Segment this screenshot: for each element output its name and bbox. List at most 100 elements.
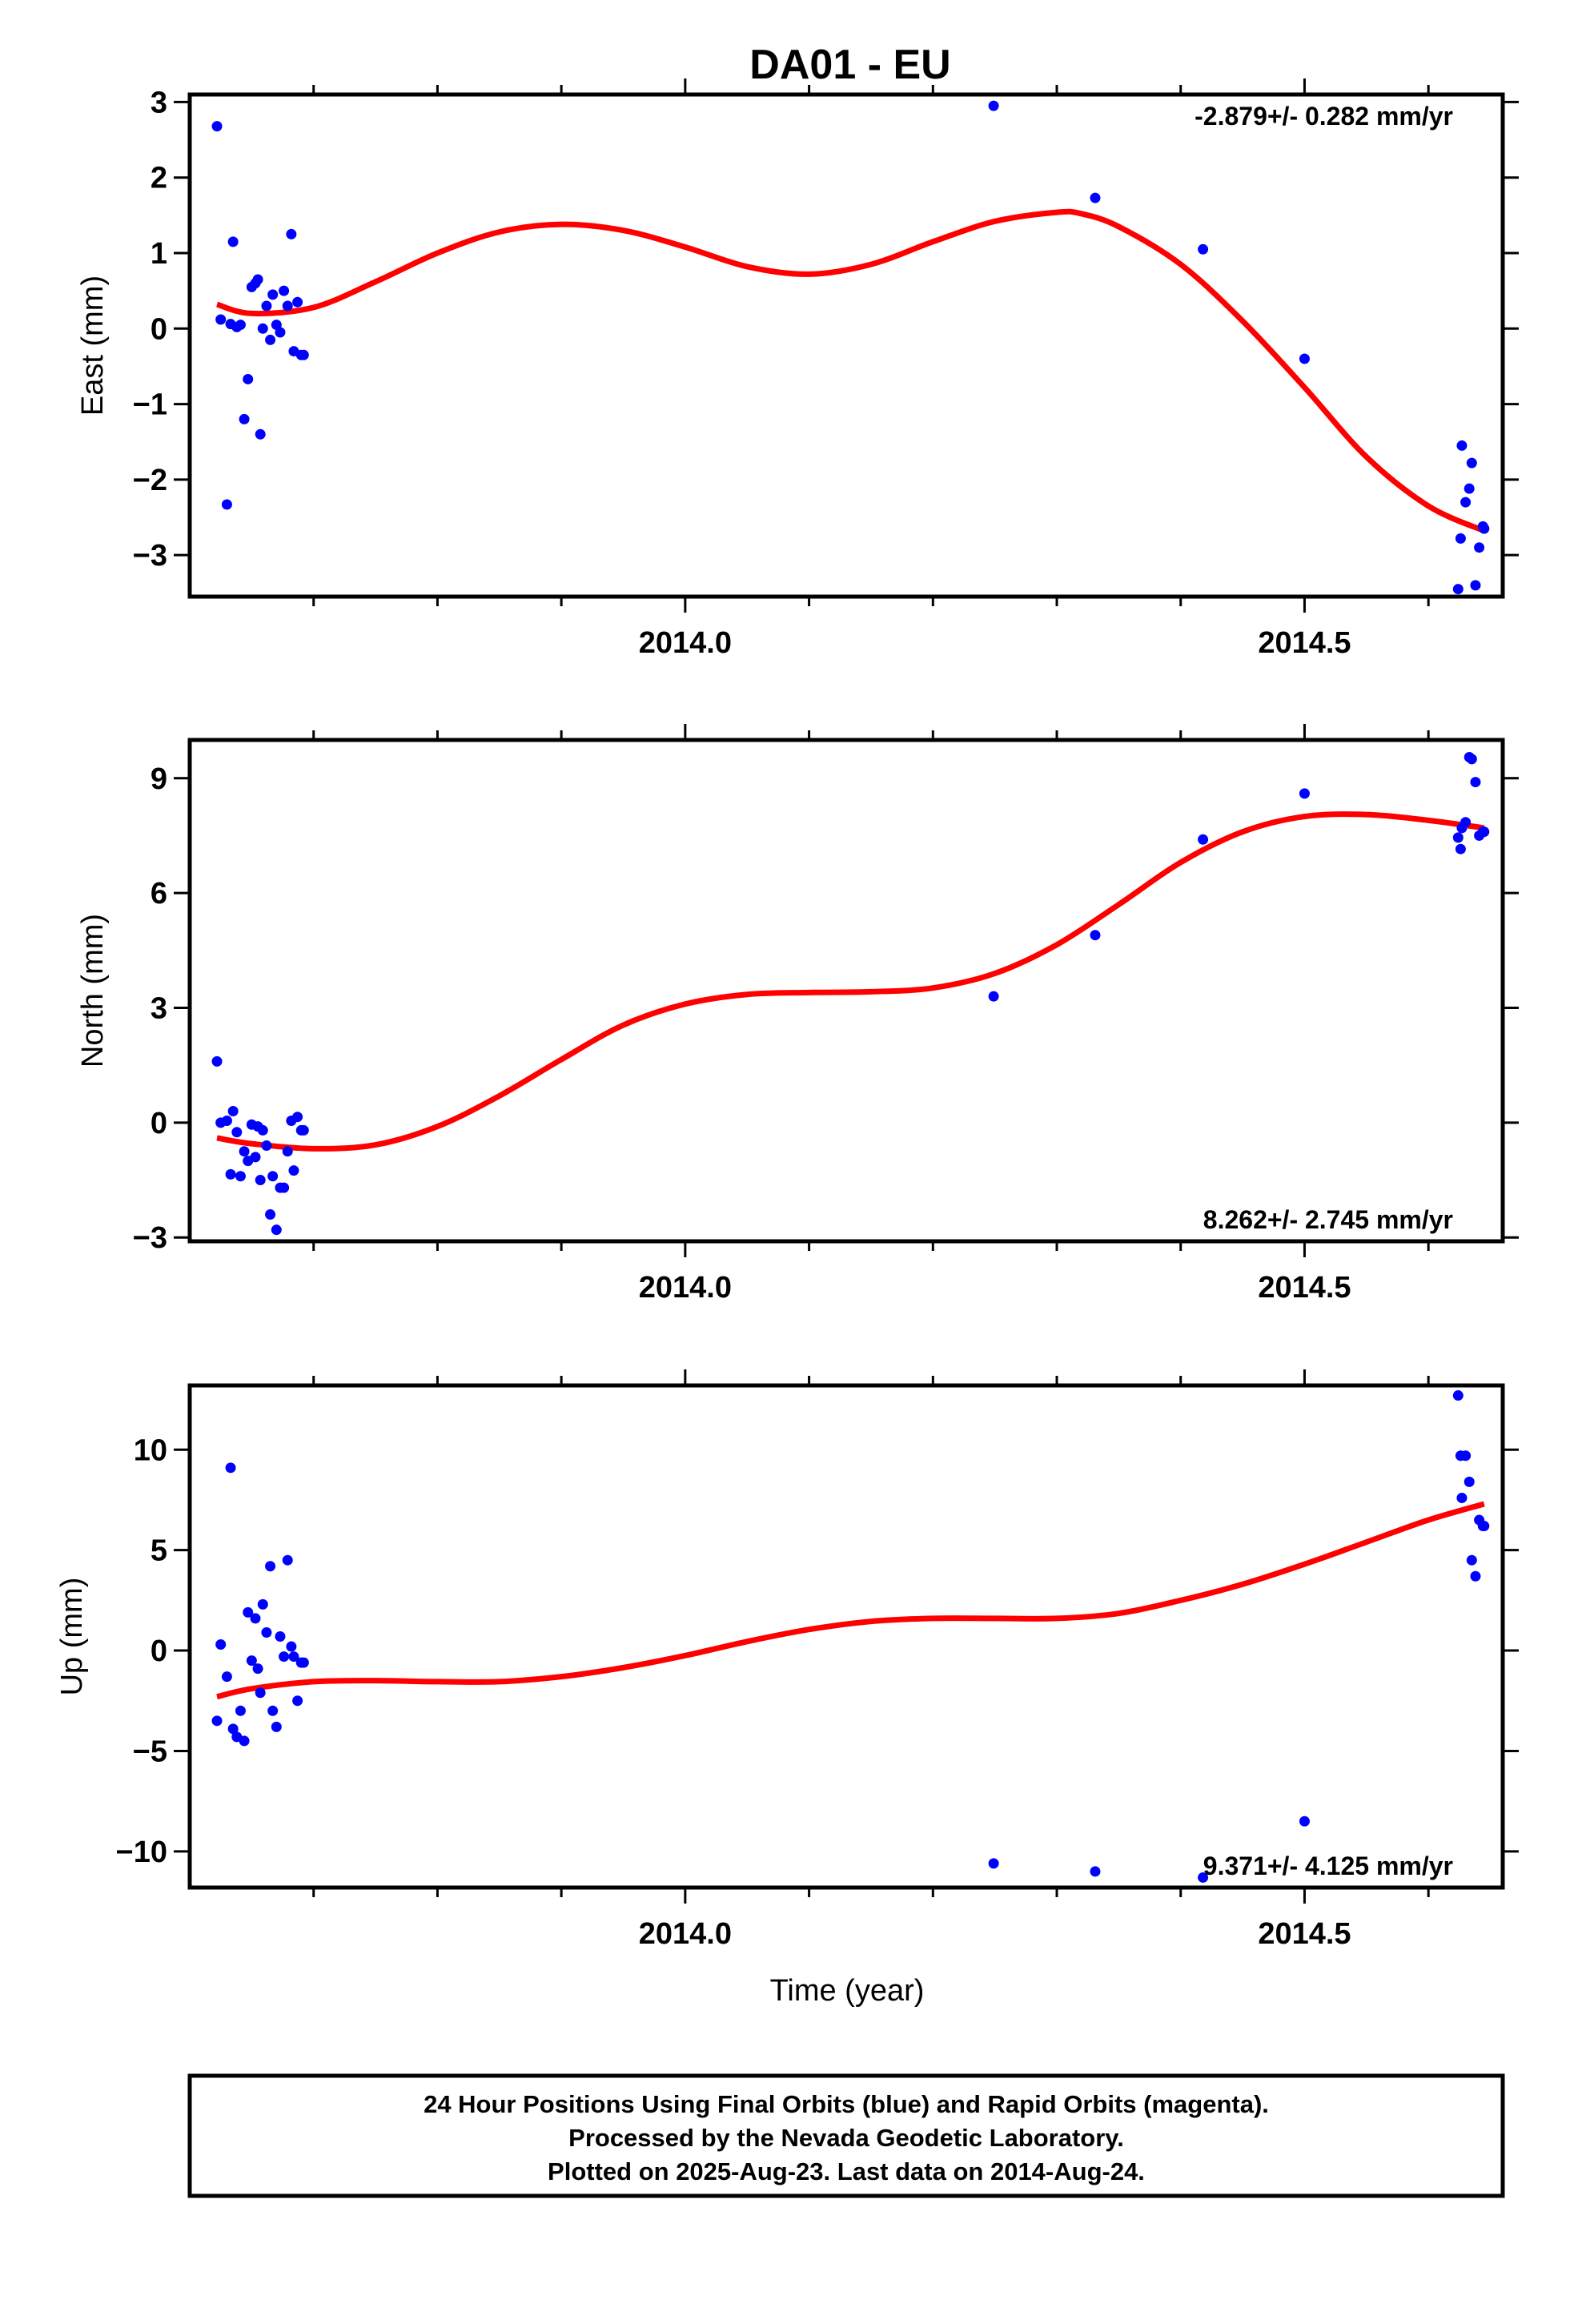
north-data-point xyxy=(1466,754,1477,765)
east-data-point xyxy=(1464,483,1475,494)
up-y-tick-label: 5 xyxy=(151,1534,167,1568)
north-data-point xyxy=(235,1171,246,1182)
up-data-point xyxy=(235,1705,246,1716)
east-data-point xyxy=(275,327,286,338)
up-data-point xyxy=(250,1613,261,1624)
north-data-point xyxy=(271,1224,282,1236)
up-data-point xyxy=(275,1631,286,1642)
east-data-point xyxy=(1455,533,1466,544)
up-plot-frame xyxy=(187,1383,1505,1890)
up-data-point xyxy=(286,1641,297,1652)
north-y-tick-label: 3 xyxy=(151,992,167,1026)
east-data-point xyxy=(267,289,279,300)
up-data-point xyxy=(1470,1570,1481,1582)
east-data-point xyxy=(286,228,297,239)
east-y-tick-label: −1 xyxy=(133,388,167,422)
north-data-point xyxy=(265,1209,276,1220)
north-plot-frame xyxy=(187,738,1505,1244)
north-data-point xyxy=(1452,832,1464,843)
north-data-point xyxy=(1470,777,1481,788)
east-data-point xyxy=(255,428,266,440)
footer-box: 24 Hour Positions Using Final Orbits (bl… xyxy=(187,2073,1505,2198)
up-data-point xyxy=(239,1735,250,1747)
north-data-point xyxy=(1479,826,1490,838)
up-data-point xyxy=(265,1561,276,1572)
up-data-point xyxy=(1466,1554,1477,1566)
east-data-point xyxy=(265,334,276,345)
east-data-point xyxy=(227,236,239,247)
north-data-point xyxy=(1455,843,1466,854)
up-data-point xyxy=(1456,1492,1468,1503)
north-y-tick-label: 6 xyxy=(151,877,167,911)
east-data-point xyxy=(1470,580,1481,591)
north-data-point xyxy=(225,1168,236,1180)
up-fit-curve xyxy=(216,1501,1485,1700)
footer-line-3: Plotted on 2025-Aug-23. Last data on 201… xyxy=(548,2157,1145,2185)
up-data-point xyxy=(221,1671,232,1683)
figure-title: DA01 - EU xyxy=(749,42,950,88)
north-y-tick-label: 0 xyxy=(151,1107,167,1140)
east-data-point xyxy=(215,314,227,325)
north-data-point xyxy=(231,1127,243,1138)
east-y-tick-label: 0 xyxy=(151,312,167,346)
north-y-tick-label: −3 xyxy=(133,1221,167,1255)
north-data-point xyxy=(282,1146,293,1157)
east-data-point xyxy=(252,274,263,285)
north-data-point xyxy=(227,1106,239,1117)
east-data-point xyxy=(211,121,223,132)
up-data-point xyxy=(1299,1815,1310,1827)
east-y-tick-label: −3 xyxy=(133,539,167,573)
east-data-point xyxy=(282,300,293,312)
up-data-point xyxy=(1460,1450,1472,1462)
east-data-point xyxy=(1474,542,1485,553)
up-y-tick-label: −5 xyxy=(133,1735,167,1768)
up-data-point xyxy=(1464,1476,1475,1487)
up-y-tick-label: −10 xyxy=(116,1835,167,1869)
north-data-point xyxy=(298,1124,309,1136)
east-y-tick-label: 3 xyxy=(151,86,167,119)
up-velocity-label: 9.371+/- 4.125 mm/yr xyxy=(1203,1852,1453,1880)
east-data-point xyxy=(279,285,290,296)
north-data-point xyxy=(250,1152,261,1163)
north-data-point xyxy=(292,1112,303,1123)
up-data-point xyxy=(279,1651,290,1663)
x-axis-label: Time (year) xyxy=(770,1974,925,2008)
east-fit-curve xyxy=(215,208,1486,534)
up-data-point xyxy=(257,1598,268,1610)
east-data-point xyxy=(1198,243,1209,255)
east-data-point xyxy=(239,413,250,424)
north-x-tick-label: 2014.5 xyxy=(1258,1271,1351,1305)
north-data-point xyxy=(255,1175,266,1186)
up-data-point xyxy=(1479,1521,1490,1532)
east-data-point xyxy=(1456,440,1468,451)
north-y-tick-label: 9 xyxy=(151,762,167,796)
up-data-point xyxy=(292,1695,303,1707)
east-data-point xyxy=(1090,192,1101,203)
east-data-point xyxy=(988,100,999,111)
up-data-point xyxy=(1198,1872,1209,1883)
north-data-point xyxy=(1090,930,1101,941)
east-data-point xyxy=(292,296,303,308)
east-panel: 2014.0 2014.5 −3 −2 −1 0 1 2 3 East (mm) -2.879+/-… xyxy=(76,78,1519,660)
north-data-point xyxy=(1460,817,1472,828)
up-data-point xyxy=(252,1663,263,1675)
east-data-point xyxy=(261,300,272,312)
up-data-point xyxy=(255,1687,266,1699)
up-data-point xyxy=(267,1705,279,1716)
north-data-point xyxy=(279,1182,290,1193)
up-data-point xyxy=(1090,1866,1101,1877)
north-panel: 2014.0 2014.5 −3 0 3 6 9 North (mm) 8.262+/- 2.7… xyxy=(76,724,1519,1305)
north-data-point xyxy=(261,1140,272,1152)
up-data-point xyxy=(288,1651,299,1663)
north-data-point xyxy=(211,1055,223,1067)
up-data-point xyxy=(211,1715,223,1727)
up-x-tick-label: 2014.0 xyxy=(639,1917,732,1951)
north-data-point xyxy=(267,1171,279,1182)
north-data-point xyxy=(988,991,999,1002)
east-data-point xyxy=(221,499,232,510)
east-plot-frame xyxy=(187,92,1505,599)
up-y-tick-label: 10 xyxy=(134,1433,167,1467)
up-data-point xyxy=(298,1657,309,1668)
north-data-point xyxy=(239,1146,250,1157)
north-data-point xyxy=(288,1165,299,1176)
